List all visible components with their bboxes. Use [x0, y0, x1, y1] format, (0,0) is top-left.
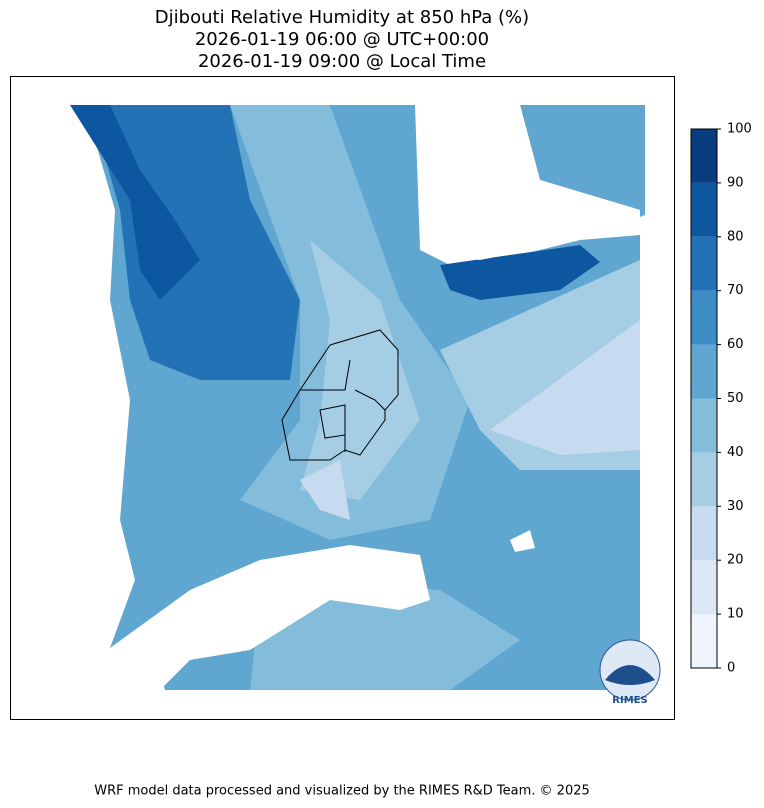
colorbar-segment	[691, 398, 717, 453]
humidity-field	[300, 460, 350, 520]
colorbar-tick-label: 20	[727, 553, 744, 568]
colorbar-tick-label: 0	[727, 661, 735, 676]
logo-wave	[605, 665, 655, 685]
colorbar-segment	[691, 129, 717, 183]
colorbar-segment	[691, 236, 717, 291]
map: RIMES	[10, 76, 675, 720]
humidity-field	[440, 245, 600, 300]
colorbar: 0 10 20 30 40 50 60 70 80 90 100	[690, 122, 752, 676]
colorbar-segment	[691, 182, 717, 237]
country-borders	[281, 329, 399, 461]
colorbar-tick-label: 60	[727, 337, 744, 352]
colorbar-tick-label: 10	[727, 607, 744, 622]
no-data	[110, 545, 430, 690]
colorbar-tick-label: 100	[727, 122, 752, 137]
colorbar-tick-label: 30	[727, 499, 744, 514]
humidity-field	[300, 240, 420, 500]
logo-text: RIMES	[612, 695, 647, 706]
no-data	[415, 105, 640, 260]
colorbar-segment	[691, 290, 717, 345]
colorbar-segment	[691, 344, 717, 399]
colorbar-segment	[691, 614, 717, 668]
title-line: 2026-01-19 06:00 @ UTC+00:00	[195, 29, 489, 50]
footer: WRF model data processed and visualized …	[94, 784, 590, 799]
colorbar-segment	[691, 452, 717, 507]
colorbar-tick-label: 40	[727, 445, 744, 460]
colorbar-tick-label: 70	[727, 283, 744, 298]
colorbar-segment	[691, 560, 717, 615]
colorbar-tick-label: 90	[727, 175, 744, 190]
colorbar-tick-label: 50	[727, 391, 744, 406]
colorbar-segment	[691, 506, 717, 561]
humidity-field	[490, 320, 640, 455]
title-line: 2026-01-19 09:00 @ Local Time	[198, 51, 486, 72]
colorbar-tick-label: 80	[727, 229, 744, 244]
no-data	[510, 530, 535, 552]
humidity-field	[70, 105, 200, 300]
title-line: Djibouti Relative Humidity at 850 hPa (%…	[155, 7, 529, 28]
